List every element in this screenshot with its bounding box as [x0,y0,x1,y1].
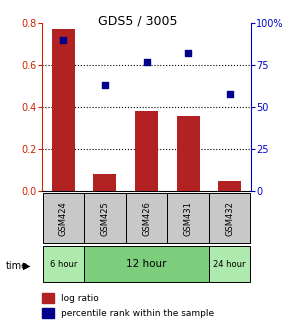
Text: GDS5 / 3005: GDS5 / 3005 [98,15,178,28]
Text: GSM425: GSM425 [100,201,109,236]
Point [186,51,190,56]
Bar [42,246,84,283]
Text: GSM432: GSM432 [225,201,234,236]
Point [227,91,232,96]
Point [61,37,66,43]
Point [103,83,107,88]
Bar [209,194,251,243]
Text: 24 hour: 24 hour [214,260,246,268]
Text: 6 hour: 6 hour [50,260,77,268]
Text: 12 hour: 12 hour [126,259,167,269]
Bar [52,29,75,191]
Bar [93,175,116,191]
Bar [209,246,251,283]
Text: time: time [6,261,28,270]
Bar [126,194,167,243]
Text: percentile rank within the sample: percentile rank within the sample [61,309,214,318]
Text: GSM424: GSM424 [59,201,68,236]
Text: ▶: ▶ [23,261,30,270]
Text: GSM431: GSM431 [184,201,193,236]
Bar [84,246,209,283]
Bar [42,194,84,243]
Bar [167,194,209,243]
Text: log ratio: log ratio [61,294,99,303]
Text: GSM426: GSM426 [142,201,151,236]
Bar [135,111,158,191]
Bar [84,194,126,243]
Bar [177,115,200,191]
Bar [218,181,241,191]
Point [144,59,149,64]
